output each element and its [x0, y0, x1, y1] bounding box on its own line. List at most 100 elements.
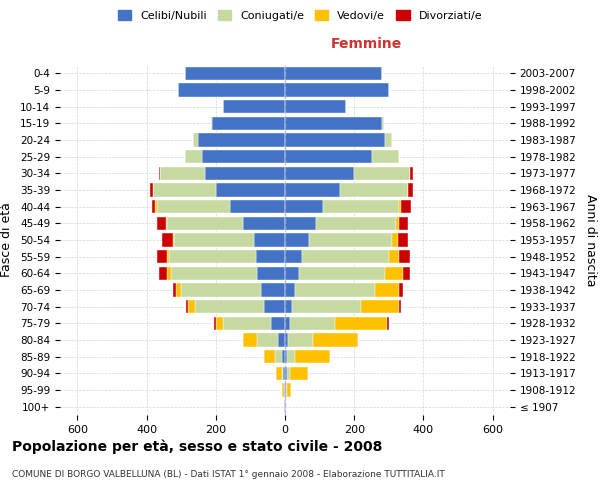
Bar [399, 216, 408, 230]
Bar [152, 200, 155, 213]
Bar [382, 116, 383, 130]
Bar [408, 184, 413, 196]
Bar [284, 384, 285, 396]
Bar [171, 266, 257, 280]
Bar [173, 284, 176, 296]
Bar [244, 216, 285, 230]
Bar [162, 234, 173, 246]
Bar [216, 184, 285, 196]
Bar [285, 316, 290, 330]
Bar [302, 250, 389, 264]
Bar [399, 300, 401, 314]
Bar [387, 316, 389, 330]
Bar [281, 350, 285, 364]
Bar [340, 184, 408, 196]
Bar [295, 284, 375, 296]
Bar [158, 166, 160, 180]
Text: Femmine: Femmine [331, 37, 401, 51]
Bar [285, 250, 302, 264]
Bar [155, 200, 157, 213]
Bar [399, 250, 410, 264]
Bar [193, 134, 199, 146]
Bar [287, 384, 290, 396]
Bar [323, 200, 399, 213]
Bar [287, 366, 290, 380]
Bar [290, 316, 335, 330]
Text: COMUNE DI BORGO VALBELLUNA (BL) - Dati ISTAT 1° gennaio 2008 - Elaborazione TUTT: COMUNE DI BORGO VALBELLUNA (BL) - Dati I… [12, 470, 445, 479]
Bar [173, 234, 174, 246]
Bar [401, 200, 412, 213]
Bar [176, 284, 181, 296]
Bar [285, 134, 385, 146]
Bar [335, 316, 387, 330]
Bar [157, 216, 166, 230]
Text: Popolazione per età, sesso e stato civile - 2008: Popolazione per età, sesso e stato civil… [12, 440, 382, 454]
Bar [285, 384, 286, 396]
Bar [284, 400, 285, 413]
Bar [256, 250, 285, 264]
Bar [195, 300, 264, 314]
Bar [261, 284, 285, 296]
Bar [278, 334, 285, 346]
Bar [281, 366, 283, 380]
Bar [371, 150, 399, 164]
Bar [403, 266, 410, 280]
Bar [157, 200, 230, 213]
Bar [375, 284, 399, 296]
Bar [167, 266, 171, 280]
Bar [385, 134, 392, 146]
Bar [313, 334, 358, 346]
Bar [398, 234, 408, 246]
Bar [282, 384, 284, 396]
Bar [244, 334, 257, 346]
Bar [354, 166, 410, 180]
Bar [285, 234, 309, 246]
Bar [214, 316, 216, 330]
Bar [316, 216, 396, 230]
Bar [285, 184, 340, 196]
Bar [399, 284, 403, 296]
Bar [396, 216, 399, 230]
Bar [188, 300, 195, 314]
Bar [285, 216, 316, 230]
Bar [150, 184, 154, 196]
Legend: Celibi/Nubili, Coniugati/e, Vedovi/e, Divorziati/e: Celibi/Nubili, Coniugati/e, Vedovi/e, Di… [113, 6, 487, 25]
Bar [230, 200, 285, 213]
Bar [295, 350, 330, 364]
Bar [285, 166, 354, 180]
Bar [199, 134, 285, 146]
Bar [187, 300, 188, 314]
Bar [285, 84, 389, 96]
Bar [309, 234, 392, 246]
Bar [389, 250, 399, 264]
Bar [385, 266, 403, 280]
Bar [285, 150, 371, 164]
Bar [285, 200, 323, 213]
Bar [169, 250, 256, 264]
Bar [290, 366, 308, 380]
Bar [285, 334, 289, 346]
Bar [399, 200, 401, 213]
Bar [285, 300, 292, 314]
Y-axis label: Fasce di età: Fasce di età [0, 202, 13, 278]
Bar [285, 366, 287, 380]
Bar [299, 266, 385, 280]
Bar [361, 300, 399, 314]
Bar [287, 350, 295, 364]
Bar [158, 266, 167, 280]
Bar [275, 350, 281, 364]
Bar [285, 266, 299, 280]
Bar [285, 400, 286, 413]
Bar [257, 266, 285, 280]
Bar [277, 366, 281, 380]
Bar [289, 334, 313, 346]
Bar [254, 234, 285, 246]
Bar [271, 316, 285, 330]
Bar [181, 284, 261, 296]
Bar [285, 116, 382, 130]
Bar [264, 300, 285, 314]
Bar [167, 250, 169, 264]
Bar [257, 334, 278, 346]
Bar [410, 166, 413, 180]
Y-axis label: Anni di nascita: Anni di nascita [584, 194, 598, 286]
